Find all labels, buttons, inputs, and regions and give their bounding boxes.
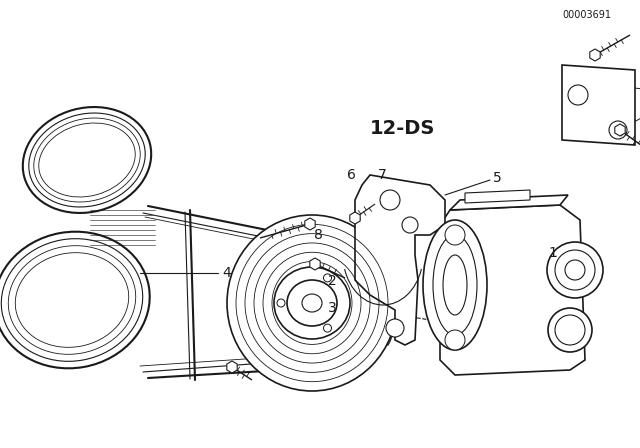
Text: 8: 8	[314, 228, 323, 242]
Ellipse shape	[302, 294, 322, 312]
Text: 2: 2	[328, 274, 337, 288]
Ellipse shape	[609, 121, 627, 139]
Ellipse shape	[568, 85, 588, 105]
Text: 7: 7	[378, 168, 387, 182]
Polygon shape	[440, 205, 585, 375]
Polygon shape	[450, 195, 568, 210]
Polygon shape	[350, 212, 360, 224]
Polygon shape	[355, 175, 445, 345]
Ellipse shape	[15, 253, 129, 347]
Ellipse shape	[386, 319, 404, 337]
Ellipse shape	[402, 217, 418, 233]
Ellipse shape	[423, 220, 487, 350]
Text: 4: 4	[222, 266, 231, 280]
Polygon shape	[590, 49, 600, 61]
Ellipse shape	[227, 215, 397, 391]
Text: 6: 6	[347, 168, 355, 182]
Text: 00003691: 00003691	[562, 10, 611, 20]
Ellipse shape	[443, 255, 467, 315]
Text: 3: 3	[328, 301, 337, 315]
Text: 12-DS: 12-DS	[371, 120, 436, 138]
Polygon shape	[562, 65, 635, 145]
Ellipse shape	[323, 274, 332, 282]
Polygon shape	[615, 124, 625, 136]
Ellipse shape	[445, 225, 465, 245]
Text: 1: 1	[548, 246, 557, 260]
Ellipse shape	[39, 123, 135, 197]
Ellipse shape	[445, 330, 465, 350]
Polygon shape	[305, 218, 315, 230]
Polygon shape	[227, 361, 237, 373]
Ellipse shape	[547, 242, 603, 298]
Ellipse shape	[277, 299, 285, 307]
Polygon shape	[465, 190, 530, 203]
Polygon shape	[310, 258, 320, 270]
Ellipse shape	[287, 280, 337, 326]
Ellipse shape	[274, 267, 350, 339]
Ellipse shape	[323, 324, 332, 332]
Ellipse shape	[548, 308, 592, 352]
Ellipse shape	[565, 260, 585, 280]
Text: 5: 5	[493, 171, 502, 185]
Ellipse shape	[380, 190, 400, 210]
